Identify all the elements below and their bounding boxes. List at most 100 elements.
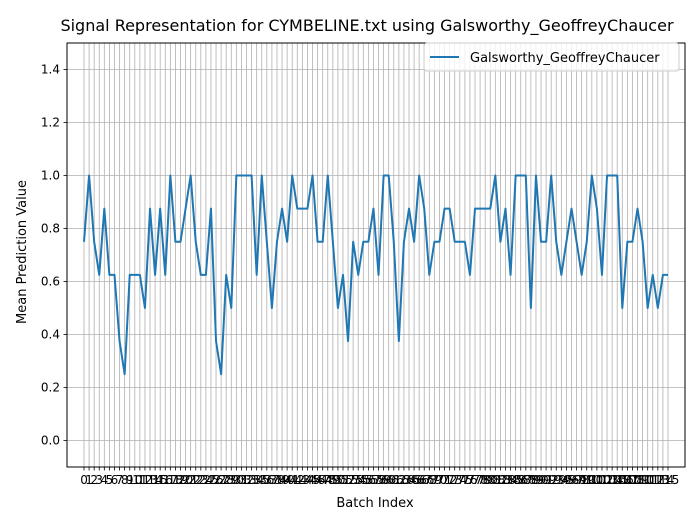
plot-frame <box>66 42 686 468</box>
y-tick-label: 1.4 <box>41 63 60 77</box>
x-tick-label: 88 <box>523 473 538 487</box>
y-tick-label: 0.4 <box>41 328 60 342</box>
y-axis-ticks: 0.0 0.2 0.4 0.6 0.8 1.0 1.2 1.4 <box>41 63 67 448</box>
x-tick-label: 108 <box>621 473 644 487</box>
x-tick-label: 19 <box>173 473 188 487</box>
x-tick-label: 25 <box>203 473 218 487</box>
x-tick-label: 67 <box>417 473 432 487</box>
x-tick-label: 0 <box>80 473 88 487</box>
x-tick-label: 104 <box>601 473 624 487</box>
x-tick-label: 64 <box>401 473 416 487</box>
x-tick-label: 66 <box>412 473 427 487</box>
x-tick-label: 15 <box>153 473 168 487</box>
x-tick-label: 101 <box>585 473 608 487</box>
x-tick-label: 6 <box>111 473 119 487</box>
x-tick-label: 89 <box>528 473 543 487</box>
x-tick-label: 81 <box>488 473 503 487</box>
x-tick-label: 16 <box>158 473 173 487</box>
x-tick-label: 59 <box>376 473 391 487</box>
x-tick-label: 4 <box>101 473 109 487</box>
y-tick-label: 0.0 <box>41 434 60 448</box>
x-tick-label: 5 <box>106 473 114 487</box>
x-tick-label: 63 <box>396 473 411 487</box>
y-tick-label: 1.2 <box>41 116 60 130</box>
x-tick-label: 34 <box>249 473 264 487</box>
x-tick-label: 21 <box>183 473 198 487</box>
x-tick-label: 71 <box>437 473 452 487</box>
x-tick-label: 69 <box>427 473 442 487</box>
x-tick-label: 32 <box>239 473 254 487</box>
x-tick-label: 1 <box>85 473 93 487</box>
x-tick-label: 102 <box>591 473 614 487</box>
x-tick-label: 100 <box>580 473 603 487</box>
grid <box>67 43 685 467</box>
x-tick-label: 82 <box>493 473 508 487</box>
legend-label: Galsworthy_GeoffreyChaucer <box>470 51 660 66</box>
x-tick-label: 111 <box>636 473 659 487</box>
x-axis-title: Batch Index <box>336 496 414 511</box>
x-tick-label: 48 <box>320 473 335 487</box>
y-tick-label: 0.6 <box>41 275 60 289</box>
x-tick-label: 68 <box>422 473 437 487</box>
x-tick-label: 2 <box>90 473 98 487</box>
x-tick-label: 79 <box>478 473 493 487</box>
x-tick-label: 43 <box>295 473 310 487</box>
x-tick-label: 65 <box>406 473 421 487</box>
x-tick-label: 86 <box>513 473 528 487</box>
x-tick-label: 99 <box>579 473 594 487</box>
y-tick-label: 0.8 <box>41 222 60 236</box>
x-tick-label: 20 <box>178 473 193 487</box>
x-tick-label: 18 <box>168 473 183 487</box>
x-tick-label: 74 <box>452 473 467 487</box>
x-tick-label: 23 <box>193 473 208 487</box>
x-tick-label: 10 <box>127 473 142 487</box>
x-tick-label: 57 <box>366 473 381 487</box>
series-line-galsworthy-geoffreychaucer <box>83 174 668 376</box>
x-tick-label: 78 <box>472 473 487 487</box>
x-tick-label: 13 <box>142 473 157 487</box>
x-tick-label: 87 <box>518 473 533 487</box>
x-tick-label: 35 <box>254 473 269 487</box>
x-tick-label: 31 <box>234 473 249 487</box>
x-tick-label: 97 <box>569 473 584 487</box>
x-tick-label: 73 <box>447 473 462 487</box>
x-tick-label: 56 <box>361 473 376 487</box>
x-tick-label: 49 <box>325 473 340 487</box>
x-tick-label: 77 <box>467 473 482 487</box>
x-tick-label: 17 <box>163 473 178 487</box>
x-tick-label: 54 <box>351 473 366 487</box>
x-tick-label: 42 <box>290 473 305 487</box>
chart-title: Signal Representation for CYMBELINE.txt … <box>60 16 673 36</box>
x-tick-label: 26 <box>208 473 223 487</box>
x-tick-label: 11 <box>132 473 147 487</box>
x-tick-label: 80 <box>483 473 498 487</box>
x-tick-label: 95 <box>559 473 574 487</box>
x-tick-label: 8 <box>121 473 129 487</box>
x-tick-label: 53 <box>346 473 361 487</box>
x-tick-label: 91 <box>538 473 553 487</box>
x-tick-label: 60 <box>381 473 396 487</box>
x-tick-label: 103 <box>596 473 619 487</box>
x-tick-label: 115 <box>657 473 680 487</box>
x-tick-label: 113 <box>646 473 669 487</box>
x-tick-label: 24 <box>198 473 213 487</box>
x-tick-label: 38 <box>269 473 284 487</box>
x-tick-label: 30 <box>229 473 244 487</box>
x-tick-label: 51 <box>335 473 350 487</box>
x-tick-label: 93 <box>549 473 564 487</box>
x-tick-label: 94 <box>554 473 569 487</box>
x-tick-label: 27 <box>213 473 228 487</box>
x-tick-label: 28 <box>219 473 234 487</box>
x-tick-label: 55 <box>356 473 371 487</box>
x-tick-label: 62 <box>391 473 406 487</box>
x-tick-label: 61 <box>386 473 401 487</box>
x-tick-label: 114 <box>651 473 674 487</box>
x-tick-label: 70 <box>432 473 447 487</box>
x-tick-label: 109 <box>626 473 649 487</box>
y-axis-title: Mean Prediction Value <box>15 180 30 324</box>
x-tick-label: 37 <box>264 473 279 487</box>
legend-box <box>423 42 680 72</box>
x-tick-label: 22 <box>188 473 203 487</box>
x-tick-label: 98 <box>574 473 589 487</box>
